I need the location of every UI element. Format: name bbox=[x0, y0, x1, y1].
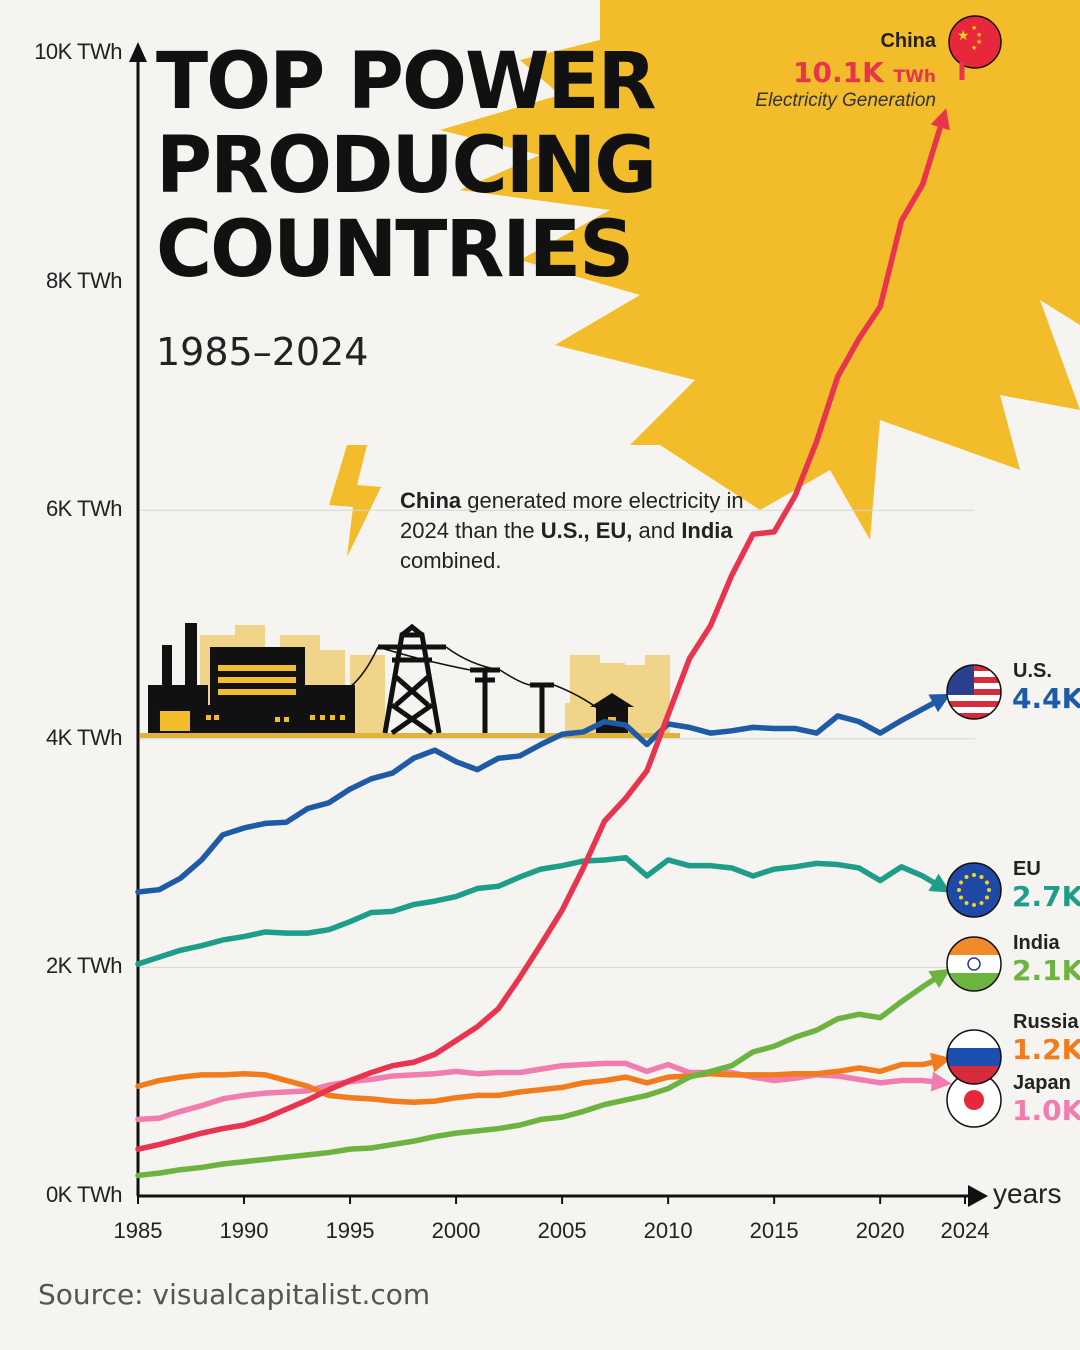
y-axis-arrow bbox=[129, 42, 147, 62]
china-callout-caption: Electricity Generation bbox=[755, 90, 936, 111]
arrowhead-china bbox=[930, 108, 950, 131]
end-label-value: 4.4K bbox=[1012, 682, 1080, 715]
x-tick-label: 2005 bbox=[537, 1218, 587, 1243]
us-flag-icon bbox=[946, 664, 1002, 720]
x-tick-label: 1995 bbox=[325, 1218, 375, 1243]
series-lines bbox=[135, 108, 952, 1179]
end-label-name: Russia bbox=[1013, 1011, 1079, 1033]
end-label-name: India bbox=[1013, 932, 1060, 954]
title-line-1: TOP POWER bbox=[156, 37, 656, 127]
y-tick-label: 6K TWh bbox=[45, 496, 123, 522]
end-label-value: 2.7K bbox=[1012, 880, 1080, 913]
title-line-2: PRODUCING bbox=[156, 121, 657, 211]
china-value: 10.1K bbox=[793, 56, 884, 89]
x-tick-label: 2020 bbox=[855, 1218, 905, 1243]
china-unit: TWh bbox=[893, 67, 936, 87]
chart-subtitle: 1985–2024 bbox=[156, 330, 369, 374]
chart-title: TOP POWER PRODUCING COUNTRIES bbox=[156, 37, 657, 295]
title-line-3: COUNTRIES bbox=[156, 205, 634, 295]
annotation-bold-india: India bbox=[681, 518, 733, 543]
annotation-text-2: and bbox=[632, 518, 682, 543]
x-tick-label: 1985 bbox=[113, 1218, 163, 1243]
svg-text:★: ★ bbox=[976, 38, 982, 46]
eu-flag-icon bbox=[946, 862, 1002, 918]
annotation-bold-us-eu: U.S., EU, bbox=[540, 518, 633, 543]
y-tick-label: 10K TWh bbox=[34, 39, 122, 64]
end-label-name: U.S. bbox=[1013, 660, 1052, 682]
y-tick-label: 0K TWh bbox=[45, 1182, 123, 1207]
y-tick-label: 8K TWh bbox=[45, 267, 123, 293]
annotation-bold-china: China bbox=[400, 488, 462, 513]
annotation-text-1: generated more electricity in 2024 than … bbox=[400, 488, 744, 543]
arrowhead-india bbox=[928, 968, 951, 989]
x-tick-label: 2010 bbox=[643, 1218, 693, 1243]
end-label-value: 1.2K bbox=[1012, 1033, 1080, 1066]
end-label-value: 1.0K bbox=[1012, 1094, 1080, 1127]
flag-icons: ★ ★★★★ bbox=[946, 15, 1002, 1128]
axes bbox=[129, 42, 988, 1207]
series-line-india bbox=[135, 970, 947, 1179]
end-label-name: Japan bbox=[1013, 1072, 1071, 1094]
x-tick-label: 1990 bbox=[219, 1218, 269, 1243]
arrowhead-japan bbox=[930, 1071, 952, 1092]
arrowhead-eu bbox=[928, 873, 951, 893]
china-callout-value: 10.1K TWh bbox=[780, 56, 936, 89]
svg-text:★: ★ bbox=[957, 27, 970, 43]
svg-text:★: ★ bbox=[971, 24, 977, 32]
x-axis-arrow bbox=[968, 1185, 988, 1207]
x-tick-label: 2000 bbox=[431, 1218, 481, 1243]
series-line-china bbox=[135, 113, 947, 1152]
series-line-us bbox=[135, 694, 947, 895]
annotation-text-3: combined. bbox=[400, 548, 502, 573]
russia-flag-icon bbox=[946, 1029, 1002, 1085]
arrowhead-russia bbox=[929, 1052, 952, 1073]
svg-text:★: ★ bbox=[976, 31, 982, 39]
china-callout-name: China bbox=[880, 30, 936, 52]
annotation-text: China generated more electricity in 2024… bbox=[400, 486, 760, 576]
lightning-icon bbox=[329, 445, 381, 557]
y-tick-label: 2K TWh bbox=[45, 953, 123, 979]
x-tick-label: 2015 bbox=[749, 1218, 799, 1243]
series-line-eu bbox=[135, 854, 947, 967]
end-label-value: 2.1K bbox=[1012, 954, 1080, 987]
svg-text:★: ★ bbox=[971, 44, 977, 52]
x-axis-label: years bbox=[993, 1178, 1062, 1209]
india-flag-icon bbox=[946, 936, 1002, 992]
series-line-russia bbox=[135, 1057, 947, 1106]
y-tick-label: 4K TWh bbox=[45, 724, 123, 750]
china-flag-icon: ★ ★★★★ bbox=[948, 15, 1002, 69]
x-tick-label: 2024 bbox=[940, 1218, 990, 1243]
end-label-name: EU bbox=[1013, 858, 1041, 880]
arrowhead-us bbox=[928, 693, 951, 713]
power-plant-illustration bbox=[140, 623, 680, 738]
source-credit: Source: visualcapitalist.com bbox=[38, 1278, 431, 1311]
